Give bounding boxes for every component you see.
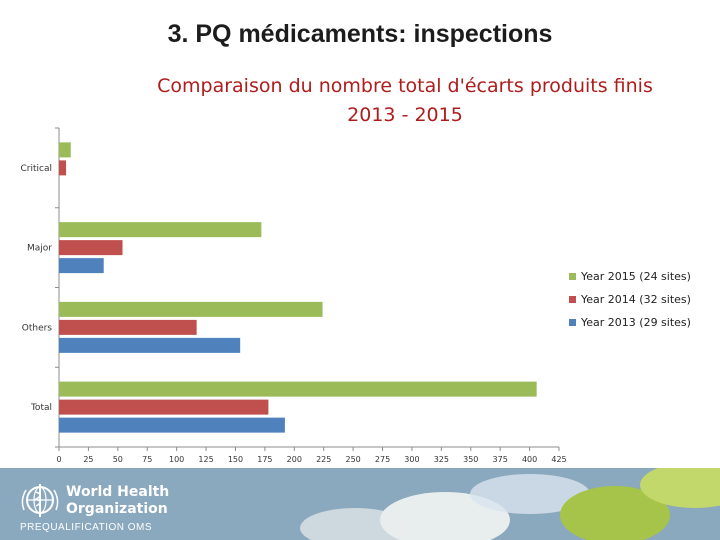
org-name-line-2: Organization bbox=[66, 501, 168, 517]
bar-chart: Critical Major Others Total 0 25 50 75 100 125 150… bbox=[21, 127, 691, 464]
footer-banner bbox=[0, 468, 720, 540]
legend-swatch bbox=[569, 273, 576, 280]
x-tick-label: 125 bbox=[198, 455, 213, 464]
legend-swatch bbox=[569, 296, 576, 303]
x-tick-label: 300 bbox=[404, 455, 419, 464]
x-tick-label: 325 bbox=[434, 455, 449, 464]
x-tick-label: 100 bbox=[169, 455, 184, 464]
x-tick-label: 375 bbox=[493, 455, 508, 464]
category-label: Total bbox=[30, 403, 52, 413]
x-tick-label: 425 bbox=[551, 455, 566, 464]
bar bbox=[59, 160, 67, 176]
chart-title-line-1: Comparaison du nombre total d'écarts pro… bbox=[157, 75, 653, 97]
x-tick-label: 250 bbox=[345, 455, 360, 464]
x-tick-label: 175 bbox=[257, 455, 272, 464]
legend-swatch bbox=[569, 319, 576, 326]
x-tick-label: 400 bbox=[522, 455, 537, 464]
bar bbox=[59, 258, 104, 274]
who-wordmark: World Health Organization bbox=[66, 484, 169, 518]
bar bbox=[59, 399, 269, 415]
x-tick-label: 225 bbox=[316, 455, 331, 464]
bar bbox=[59, 142, 71, 158]
x-tick-label: 200 bbox=[287, 455, 302, 464]
slide-title: 3. PQ médicaments: inspections bbox=[167, 20, 553, 48]
pill-decoration bbox=[300, 508, 410, 540]
legend-label: Year 2015 (24 sites) bbox=[580, 270, 691, 283]
bar bbox=[59, 301, 323, 317]
program-name: PREQUALIFICATION OMS bbox=[20, 522, 153, 533]
bar bbox=[59, 222, 262, 238]
x-tick-label: 75 bbox=[142, 455, 152, 464]
x-tick-label: 275 bbox=[375, 455, 390, 464]
category-label: Others bbox=[22, 323, 53, 333]
legend-label: Year 2013 (29 sites) bbox=[580, 316, 691, 329]
x-tick-label: 50 bbox=[113, 455, 123, 464]
bar bbox=[59, 337, 241, 353]
bar bbox=[59, 240, 123, 256]
bar bbox=[59, 319, 197, 335]
who-emblem-icon bbox=[21, 484, 59, 517]
x-tick-label: 350 bbox=[463, 455, 478, 464]
x-tick-label: 25 bbox=[83, 455, 93, 464]
category-label: Major bbox=[27, 244, 52, 254]
bar bbox=[59, 381, 537, 397]
bar bbox=[59, 417, 285, 433]
chart-title: Comparaison du nombre total d'écarts pro… bbox=[120, 72, 690, 130]
org-name-line-1: World Health bbox=[66, 484, 170, 500]
chart-title-line-2: 2013 - 2015 bbox=[347, 104, 463, 126]
legend-label: Year 2014 (32 sites) bbox=[580, 293, 691, 306]
x-tick-label: 150 bbox=[228, 455, 243, 464]
category-label: Critical bbox=[21, 164, 52, 174]
x-tick-label: 0 bbox=[56, 455, 61, 464]
